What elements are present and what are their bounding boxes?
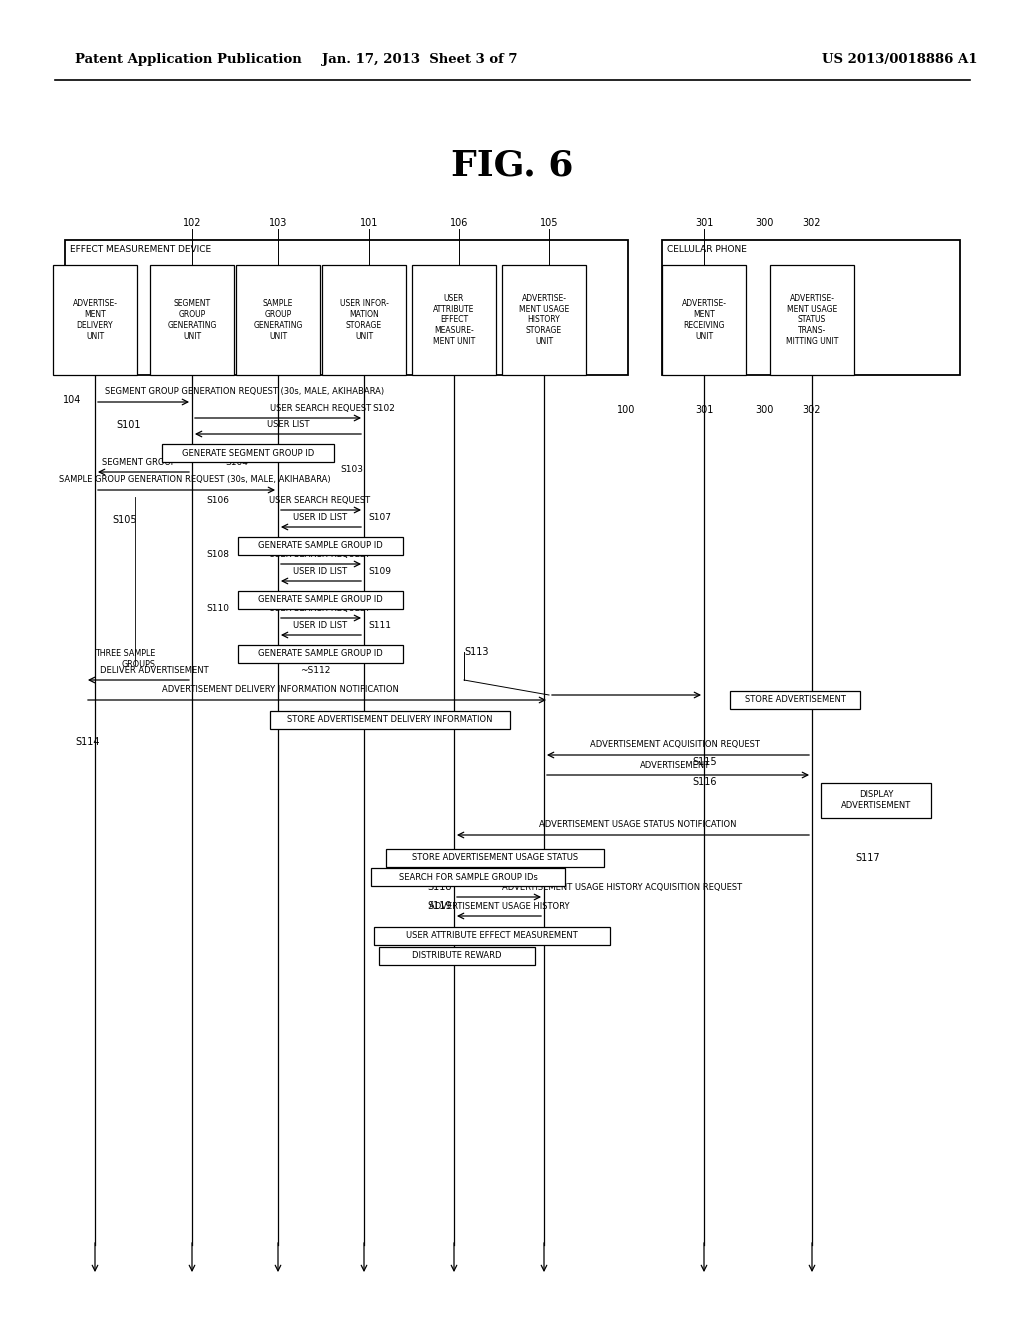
Bar [379,946,535,965]
Bar [412,265,496,375]
Text: 103: 103 [269,218,287,228]
Text: DELIVER ADVERTISEMENT: DELIVER ADVERTISEMENT [100,667,209,675]
Text: CELLULAR PHONE: CELLULAR PHONE [667,246,746,253]
Bar [821,783,931,817]
Text: US 2013/0018886 A1: US 2013/0018886 A1 [822,54,978,66]
Bar [662,240,961,375]
Text: S108: S108 [206,550,229,558]
Text: USER SEARCH REQUEST: USER SEARCH REQUEST [269,496,371,506]
Text: ADVERTISEMENT USAGE STATUS NOTIFICATION: ADVERTISEMENT USAGE STATUS NOTIFICATION [540,820,736,829]
Text: S115: S115 [692,756,717,767]
Text: GENERATE SEGMENT GROUP ID: GENERATE SEGMENT GROUP ID [182,449,314,458]
Bar [371,869,565,886]
Text: ADVERTISE-
MENT USAGE
STATUS
TRANS-
MITTING UNIT: ADVERTISE- MENT USAGE STATUS TRANS- MITT… [785,294,839,346]
Text: ADVERTISEMENT USAGE HISTORY ACQUISITION REQUEST: ADVERTISEMENT USAGE HISTORY ACQUISITION … [502,883,742,892]
Text: S117: S117 [855,853,880,863]
Bar [65,240,628,375]
Text: 300: 300 [755,405,773,414]
Text: GENERATE SAMPLE GROUP ID: GENERATE SAMPLE GROUP ID [258,595,382,605]
Text: S116: S116 [692,777,717,787]
Text: S110: S110 [206,605,229,612]
Text: SEGMENT GROUP GENERATION REQUEST (30s, MALE, AKIHABARA): SEGMENT GROUP GENERATION REQUEST (30s, M… [105,387,385,396]
Text: ADVERTISE-
MENT USAGE
HISTORY
STORAGE
UNIT: ADVERTISE- MENT USAGE HISTORY STORAGE UN… [519,294,569,346]
Bar [150,265,234,375]
Text: USER
ATTRIBUTE
EFFECT
MEASURE-
MENT UNIT: USER ATTRIBUTE EFFECT MEASURE- MENT UNIT [433,294,475,346]
Text: 105: 105 [540,218,558,228]
Text: S114: S114 [75,737,99,747]
Text: USER SEARCH REQUEST: USER SEARCH REQUEST [269,605,371,612]
Bar [270,711,510,729]
Text: SEGMENT GROUP: SEGMENT GROUP [102,458,176,467]
Text: S101: S101 [116,420,140,430]
Text: ADVERTISEMENT: ADVERTISEMENT [640,762,710,770]
Text: STORE ADVERTISEMENT: STORE ADVERTISEMENT [744,696,846,705]
Text: STORE ADVERTISEMENT USAGE STATUS: STORE ADVERTISEMENT USAGE STATUS [412,854,579,862]
Text: S103: S103 [340,465,362,474]
Bar [322,265,406,375]
Text: USER INFOR-
MATION
STORAGE
UNIT: USER INFOR- MATION STORAGE UNIT [340,300,388,341]
Bar [238,537,402,554]
Text: ADVERTISE-
MENT
RECEIVING
UNIT: ADVERTISE- MENT RECEIVING UNIT [682,300,726,341]
Bar [53,265,137,375]
Text: 302: 302 [803,405,821,414]
Bar [386,849,604,867]
Text: EFFECT MEASUREMENT DEVICE: EFFECT MEASUREMENT DEVICE [70,246,211,253]
Text: THREE SAMPLE
GROUPS: THREE SAMPLE GROUPS [94,649,155,669]
Text: ADVERTISEMENT ACQUISITION REQUEST: ADVERTISEMENT ACQUISITION REQUEST [590,741,760,748]
Text: GENERATE SAMPLE GROUP ID: GENERATE SAMPLE GROUP ID [258,649,382,659]
Bar [730,690,860,709]
Bar [770,265,854,375]
Text: SAMPLE GROUP GENERATION REQUEST (30s, MALE, AKIHABARA): SAMPLE GROUP GENERATION REQUEST (30s, MA… [59,475,331,484]
Text: S113: S113 [464,647,488,657]
Text: ADVERTISEMENT DELIVERY INFORMATION NOTIFICATION: ADVERTISEMENT DELIVERY INFORMATION NOTIF… [162,685,398,694]
Bar [238,645,402,663]
Bar [238,591,402,609]
Text: 104: 104 [63,395,81,405]
Text: ADVERTISE-
MENT
DELIVERY
UNIT: ADVERTISE- MENT DELIVERY UNIT [73,300,118,341]
Text: 106: 106 [450,218,468,228]
Text: USER SEARCH REQUEST: USER SEARCH REQUEST [270,404,372,413]
Text: 101: 101 [359,218,378,228]
Bar [162,444,334,462]
Bar [236,265,319,375]
Text: ~S112: ~S112 [300,667,331,675]
Text: 302: 302 [803,218,821,228]
Text: S106: S106 [206,496,229,506]
Text: S119: S119 [427,902,452,911]
Text: ADVERTISEMENT USAGE HISTORY: ADVERTISEMENT USAGE HISTORY [429,902,569,911]
Text: USER LIST: USER LIST [266,420,309,429]
Text: USER ATTRIBUTE EFFECT MEASUREMENT: USER ATTRIBUTE EFFECT MEASUREMENT [407,932,578,940]
Bar [662,265,746,375]
Text: SEGMENT
GROUP
GENERATING
UNIT: SEGMENT GROUP GENERATING UNIT [167,300,217,341]
Text: DISTRIBUTE REWARD: DISTRIBUTE REWARD [413,952,502,961]
Text: USER ID LIST: USER ID LIST [293,513,347,521]
Text: S104: S104 [225,458,248,467]
Text: USER ID LIST: USER ID LIST [293,620,347,630]
Text: S109: S109 [368,568,391,576]
Bar [502,265,586,375]
Text: 100: 100 [616,405,635,414]
Text: DISPLAY
ADVERTISEMENT: DISPLAY ADVERTISEMENT [841,791,911,809]
Text: Patent Application Publication: Patent Application Publication [75,54,302,66]
Text: STORE ADVERTISEMENT DELIVERY INFORMATION: STORE ADVERTISEMENT DELIVERY INFORMATION [288,715,493,725]
Text: GENERATE SAMPLE GROUP ID: GENERATE SAMPLE GROUP ID [258,541,382,550]
Text: S111: S111 [368,620,391,630]
Text: SEARCH FOR SAMPLE GROUP IDs: SEARCH FOR SAMPLE GROUP IDs [398,873,538,882]
Text: S118: S118 [427,882,452,892]
Text: 300: 300 [755,218,773,228]
Text: USER ID LIST: USER ID LIST [293,568,347,576]
Text: FIG. 6: FIG. 6 [451,148,573,182]
Text: 102: 102 [182,218,202,228]
Text: 301: 301 [695,405,713,414]
Text: USER SEARCH REQUEST: USER SEARCH REQUEST [269,550,371,558]
Text: S107: S107 [368,513,391,521]
Text: S105: S105 [112,515,136,525]
Text: 301: 301 [695,218,713,228]
Text: SAMPLE
GROUP
GENERATING
UNIT: SAMPLE GROUP GENERATING UNIT [253,300,303,341]
Bar [374,927,610,945]
Text: Jan. 17, 2013  Sheet 3 of 7: Jan. 17, 2013 Sheet 3 of 7 [323,54,518,66]
Text: S102: S102 [372,404,395,413]
